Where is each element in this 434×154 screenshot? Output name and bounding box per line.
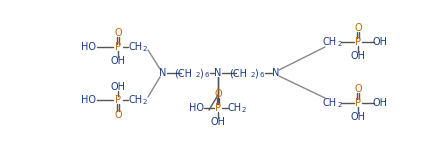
Text: OH: OH <box>351 112 365 122</box>
Text: (CH: (CH <box>229 68 247 78</box>
Text: P: P <box>355 98 361 108</box>
Text: CH: CH <box>228 103 242 113</box>
Text: O: O <box>114 110 122 120</box>
Text: 2: 2 <box>251 72 255 78</box>
Text: 2: 2 <box>242 107 246 113</box>
Text: N: N <box>272 68 279 78</box>
Text: 2: 2 <box>143 99 147 105</box>
Text: N: N <box>159 68 167 78</box>
Text: OH: OH <box>210 117 226 127</box>
Text: CH: CH <box>129 42 143 52</box>
Text: HO: HO <box>188 103 204 113</box>
Text: (CH: (CH <box>174 68 192 78</box>
Text: ): ) <box>199 68 203 78</box>
Text: 2: 2 <box>338 41 342 47</box>
Text: P: P <box>215 103 221 113</box>
Text: P: P <box>115 42 121 52</box>
Text: HO: HO <box>80 42 95 52</box>
Text: OH: OH <box>111 82 125 92</box>
Text: O: O <box>114 28 122 38</box>
Text: OH: OH <box>372 37 388 47</box>
Text: CH: CH <box>323 37 337 47</box>
Text: 2: 2 <box>143 46 147 52</box>
Text: OH: OH <box>351 51 365 61</box>
Text: O: O <box>354 84 362 94</box>
Text: 6: 6 <box>260 72 264 78</box>
Text: O: O <box>354 23 362 33</box>
Text: OH: OH <box>372 98 388 108</box>
Text: P: P <box>355 37 361 47</box>
Text: P: P <box>115 95 121 105</box>
Text: N: N <box>214 68 222 78</box>
Text: O: O <box>214 89 222 99</box>
Text: 6: 6 <box>205 72 209 78</box>
Text: 2: 2 <box>338 102 342 108</box>
Text: CH: CH <box>323 98 337 108</box>
Text: CH: CH <box>129 95 143 105</box>
Text: ): ) <box>254 68 258 78</box>
Text: 2: 2 <box>196 72 200 78</box>
Text: OH: OH <box>111 56 125 66</box>
Text: HO: HO <box>80 95 95 105</box>
